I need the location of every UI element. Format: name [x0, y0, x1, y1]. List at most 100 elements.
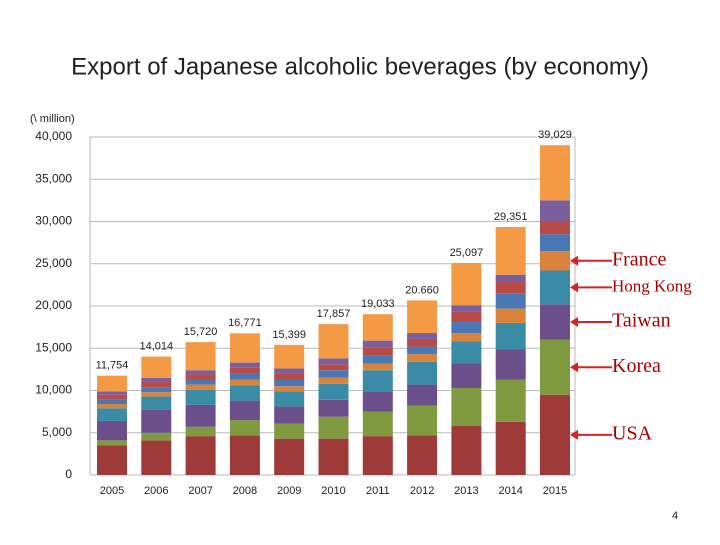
bar-segment: [495, 281, 526, 294]
bar-segment: [185, 389, 216, 405]
bar-segment: [141, 382, 172, 388]
x-tick-label: 2009: [277, 485, 301, 497]
bar-segment: [229, 333, 260, 363]
bar-segment: [97, 404, 127, 409]
bar-segment: [274, 379, 305, 387]
bar-segment: [407, 333, 438, 339]
x-tick-label: 2014: [498, 485, 522, 497]
total-label: 14,014: [139, 340, 173, 352]
bar-segment: [407, 361, 438, 385]
x-tick-label: 2008: [233, 485, 257, 497]
bar-segment: [540, 251, 570, 271]
legend-label: Taiwan: [612, 310, 671, 332]
bar-segment: [274, 368, 305, 374]
y-tick-label: 40,000: [35, 129, 72, 143]
bar-segment: [540, 221, 570, 235]
x-tick-label: 2012: [410, 485, 434, 497]
bar-segment: [407, 300, 438, 334]
total-label: 29,351: [494, 211, 528, 223]
bar-segment: [451, 387, 482, 426]
bar-segment: [362, 436, 393, 475]
bar-segment: [274, 438, 305, 475]
bar-segment: [495, 349, 526, 380]
bar-segment: [274, 373, 305, 380]
bar-segment: [274, 406, 305, 424]
bar-segment: [495, 322, 526, 350]
bar-segment: [318, 377, 349, 384]
bar-segment: [229, 379, 260, 386]
x-tick-label: 2006: [144, 485, 168, 497]
bar-segment: [407, 346, 438, 355]
bar-segment: [97, 375, 127, 392]
x-tick-label: 2013: [454, 485, 478, 497]
bar-segment: [362, 370, 393, 392]
y-tick-label: 5,000: [42, 425, 72, 439]
total-label: 20.660: [405, 284, 439, 296]
bar-segment: [185, 379, 216, 385]
legend-arrowhead: [570, 282, 578, 293]
legend-label: Korea: [612, 355, 661, 377]
bar-segment: [362, 314, 393, 341]
y-axis-label: (\ million): [30, 113, 75, 125]
total-label: 15,399: [272, 329, 306, 341]
total-label: 25,097: [450, 247, 484, 259]
bar-segment: [362, 363, 393, 371]
legend-label: Hong Kong: [612, 276, 692, 295]
bar-segment: [540, 145, 570, 201]
bar-segment: [229, 420, 260, 436]
bar-segment: [451, 341, 482, 364]
x-tick-label: 2007: [188, 485, 212, 497]
bar-segment: [318, 416, 349, 439]
bar-segment: [229, 435, 260, 475]
page-number: 4: [672, 510, 678, 522]
legend-arrowhead: [570, 255, 578, 266]
bar-segment: [185, 342, 216, 371]
bar-segment: [318, 324, 349, 359]
bar-segment: [97, 420, 127, 441]
bar-segment: [318, 383, 349, 400]
x-tick-label: 2010: [321, 485, 345, 497]
bar-segment: [141, 387, 172, 393]
y-tick-label: 30,000: [35, 214, 72, 228]
bar-segment: [540, 234, 570, 252]
y-tick-label: 0: [65, 467, 72, 481]
y-tick-label: 10,000: [35, 383, 72, 397]
bar-segment: [141, 377, 172, 383]
bar-segment: [540, 304, 570, 340]
bar-segment: [141, 356, 172, 378]
bar-segment: [318, 399, 349, 417]
bar-segment: [141, 392, 172, 397]
y-tick-label: 35,000: [35, 171, 72, 185]
bar-segment: [185, 404, 216, 427]
bar-segment: [185, 384, 216, 390]
bar-segment: [362, 347, 393, 356]
bar-segment: [229, 385, 260, 401]
bar-segment: [97, 394, 127, 400]
bar-segment: [362, 340, 393, 348]
y-tick-label: 20,000: [35, 298, 72, 312]
bar-segment: [318, 370, 349, 378]
bar-segment: [407, 435, 438, 475]
bar-segment: [229, 362, 260, 368]
bar-segment: [318, 364, 349, 371]
bar-segment: [229, 373, 260, 380]
total-label: 19,033: [361, 298, 395, 310]
legend-arrowhead: [570, 362, 578, 373]
legend-arrowhead: [570, 317, 578, 328]
bar-segment: [97, 445, 127, 475]
bar-segment: [451, 311, 482, 323]
y-tick-label: 25,000: [35, 256, 72, 270]
bar-segment: [97, 391, 127, 395]
bar-segment: [540, 394, 570, 475]
bar-segment: [274, 423, 305, 439]
bar-segment: [362, 355, 393, 364]
bar-segment: [274, 344, 305, 369]
legend-arrowhead: [570, 429, 578, 440]
legend-label: USA: [612, 422, 653, 444]
total-label: 15,720: [184, 326, 218, 338]
bar-segment: [141, 440, 172, 475]
bar-segment: [495, 274, 526, 282]
bar-segment: [362, 411, 393, 437]
bar-segment: [451, 363, 482, 388]
x-tick-label: 2005: [100, 485, 124, 497]
